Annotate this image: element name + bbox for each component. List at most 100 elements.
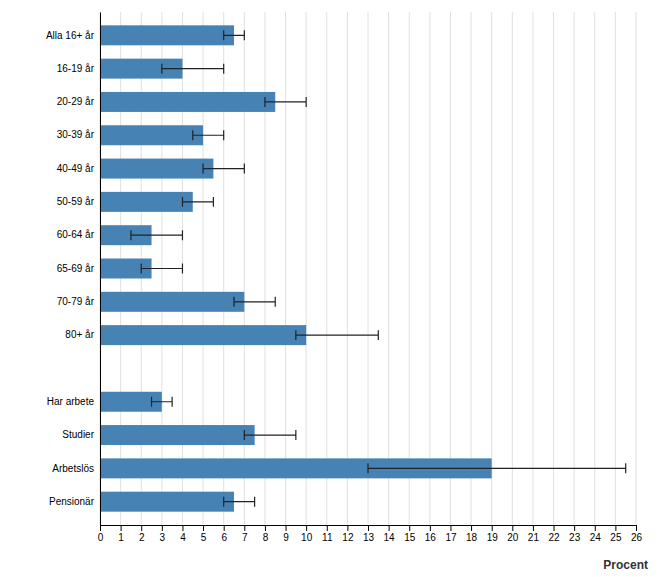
grid-line — [429, 12, 430, 525]
grid-line — [368, 12, 369, 525]
x-tick-label: 8 — [263, 532, 269, 543]
x-tick-mark — [554, 525, 555, 531]
bar — [100, 125, 203, 145]
x-tick: 8 — [263, 525, 269, 543]
bar — [100, 292, 244, 312]
error-bar — [296, 330, 378, 340]
error-bar — [152, 397, 173, 407]
y-tick: 16-19 år — [57, 63, 95, 74]
x-tick-label: 2 — [139, 532, 145, 543]
x-tick: 25 — [610, 525, 622, 543]
x-tick: 20 — [507, 525, 519, 543]
y-tick-label: 16-19 år — [57, 63, 95, 74]
x-tick-label: 13 — [363, 532, 375, 543]
x-tick-mark — [450, 525, 451, 531]
x-tick-label: 22 — [548, 532, 560, 543]
x-tick: 0 — [98, 525, 104, 543]
y-tick: Alla 16+ år — [46, 30, 95, 41]
x-axis: 0123456789101112131415161718192021222324… — [98, 525, 643, 543]
y-tick-label: Arbetslös — [52, 463, 94, 474]
x-tick: 9 — [283, 525, 289, 543]
x-tick-mark — [162, 525, 163, 531]
grid-line — [574, 12, 575, 525]
x-tick-label: 17 — [445, 532, 457, 543]
x-tick-label: 19 — [487, 532, 499, 543]
y-tick-label: 65-69 år — [57, 263, 95, 274]
x-tick-mark — [141, 525, 142, 531]
x-tick-mark — [224, 525, 225, 531]
x-tick-mark — [306, 525, 307, 531]
error-bar — [193, 130, 224, 140]
x-tick-label: 6 — [221, 532, 227, 543]
x-tick: 2 — [139, 525, 145, 543]
x-tick-label: 11 — [322, 532, 333, 543]
x-tick-mark — [636, 525, 637, 531]
y-tick-label: Har arbete — [47, 396, 95, 407]
x-tick-mark — [512, 525, 513, 531]
x-tick-label: 15 — [404, 532, 416, 543]
x-tick-label: 10 — [301, 532, 313, 543]
error-bar — [162, 64, 224, 74]
x-axis-title: Procent — [603, 558, 648, 572]
y-tick-label: Pensionär — [49, 496, 95, 507]
y-tick: 20-29 år — [57, 96, 95, 107]
grid-line — [388, 12, 389, 525]
y-tick: 65-69 år — [57, 263, 95, 274]
y-tick: Pensionär — [49, 496, 95, 507]
grid-line — [347, 12, 348, 525]
y-axis-line — [100, 13, 101, 526]
x-tick-label: 4 — [180, 532, 186, 543]
x-tick: 19 — [487, 525, 499, 543]
x-tick: 16 — [425, 525, 437, 543]
y-tick-label: 60-64 år — [57, 229, 95, 240]
x-tick-label: 26 — [631, 532, 643, 543]
x-tick-mark — [286, 525, 287, 531]
x-tick-mark — [327, 525, 328, 531]
x-axis-line — [101, 526, 637, 532]
x-tick-label: 0 — [98, 532, 104, 543]
x-tick-mark — [389, 525, 390, 531]
x-tick-label: 12 — [342, 532, 354, 543]
x-tick: 7 — [242, 525, 248, 543]
x-tick: 13 — [363, 525, 375, 543]
x-tick-label: 24 — [590, 532, 602, 543]
x-tick: 22 — [548, 525, 560, 543]
y-tick: 30-39 år — [57, 129, 95, 140]
grid-line — [244, 12, 245, 525]
x-tick-mark — [265, 525, 266, 531]
y-tick-label: 20-29 år — [57, 96, 95, 107]
grid — [100, 12, 636, 525]
x-tick-mark — [595, 525, 596, 531]
y-tick-label: 80+ år — [65, 329, 94, 340]
y-tick: Studier — [62, 429, 94, 440]
y-tick: 80+ år — [65, 329, 94, 340]
grid-line — [306, 12, 307, 525]
grid-line — [326, 12, 327, 525]
bar — [100, 25, 234, 45]
error-bar — [265, 97, 306, 107]
y-axis: Alla 16+ år 16-19 år 20-29 år 30-39 år 40-49… — [46, 13, 101, 526]
grid-line — [491, 12, 492, 525]
y-tick-label: 50-59 år — [57, 196, 95, 207]
x-tick-label: 14 — [384, 532, 396, 543]
error-bar — [224, 30, 245, 40]
grid-line — [203, 12, 204, 525]
x-tick-mark — [368, 525, 369, 531]
x-tick: 5 — [201, 525, 207, 543]
grid-line — [636, 12, 637, 525]
x-tick-mark — [203, 525, 204, 531]
grid-line — [615, 12, 616, 525]
x-tick-label: 21 — [528, 532, 540, 543]
x-tick-label: 5 — [201, 532, 207, 543]
x-tick: 17 — [445, 525, 457, 543]
error-bar — [141, 264, 182, 274]
plot: 0123456789101112131415161718192021222324… — [46, 12, 643, 543]
x-tick-label: 16 — [425, 532, 437, 543]
grid-line — [285, 12, 286, 525]
grid-line — [450, 12, 451, 525]
y-tick: Arbetslös — [52, 463, 94, 474]
y-tick: 40-49 år — [57, 163, 95, 174]
x-tick: 12 — [342, 525, 354, 543]
x-tick-mark — [347, 525, 348, 531]
x-tick: 11 — [322, 525, 333, 543]
